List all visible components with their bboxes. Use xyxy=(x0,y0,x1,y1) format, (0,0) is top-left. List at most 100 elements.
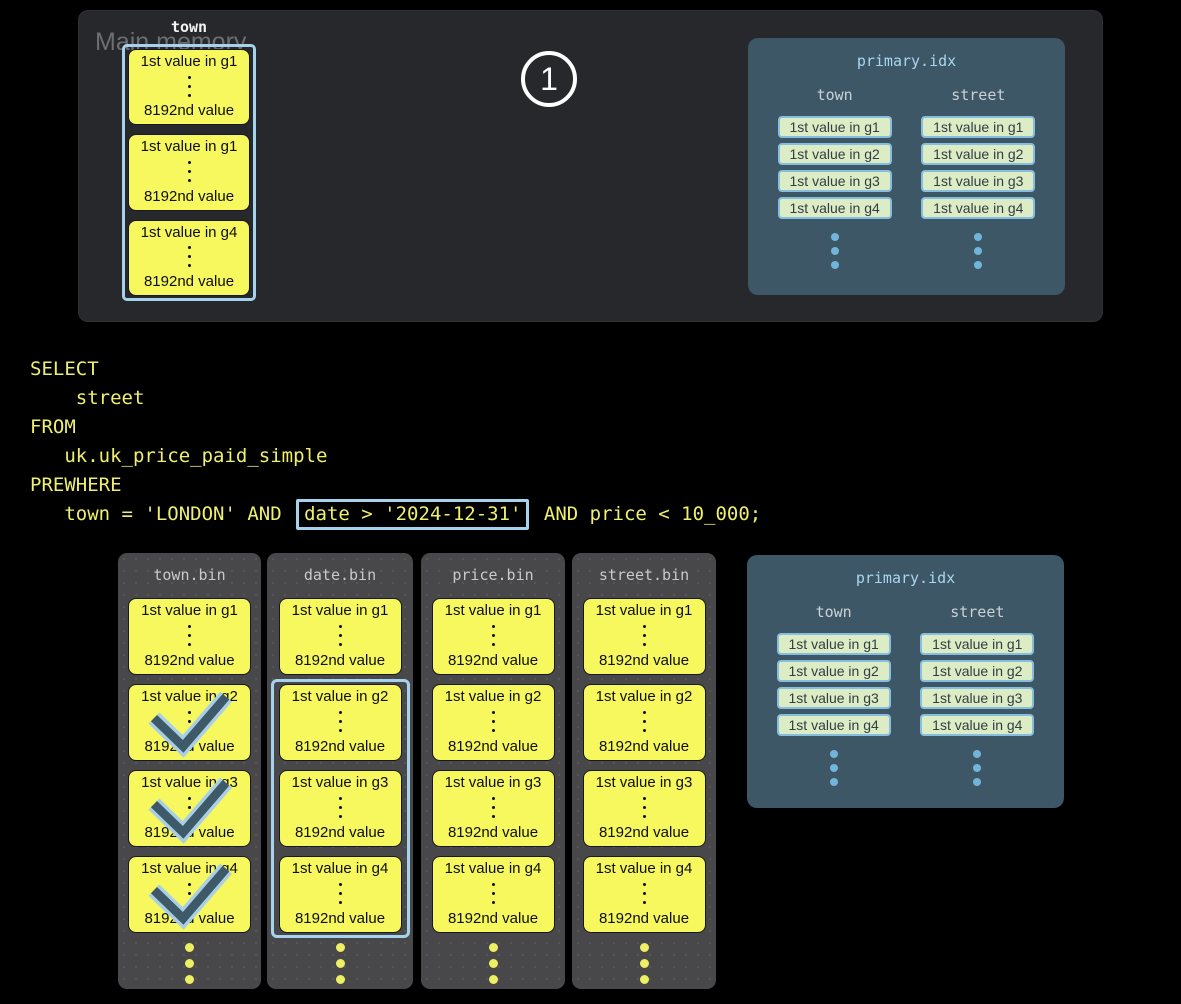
granule-last-value: 8192nd value xyxy=(294,824,386,841)
more-granules-dots xyxy=(185,943,194,984)
granule-blocks: 1st value in g1 8192nd value 1st value in … xyxy=(270,598,410,938)
granule-first-value: 1st value in g1 xyxy=(291,602,389,619)
vertical-ellipsis-icon xyxy=(491,625,495,646)
granule-last-value: 8192nd value xyxy=(598,738,690,755)
index-file-title: primary.idx xyxy=(855,569,956,587)
granule-last-value: 8192nd value xyxy=(144,910,235,927)
primary-index-panel-top: primary.idx town 1st value in g1 1st value … xyxy=(748,38,1065,295)
data-file-title: date.bin xyxy=(303,566,377,584)
granule-last-value: 8192nd value xyxy=(447,738,539,755)
granule-block: 1st value in g2 8192nd value xyxy=(278,684,402,761)
more-entries-dots xyxy=(973,750,982,786)
granule-block: 1st value in g3 8192nd value xyxy=(431,770,555,847)
index-mark-chip: 1st value in g2 xyxy=(921,143,1036,165)
granule-block: 1st value in g4 8192nd value xyxy=(278,856,402,933)
vertical-ellipsis-icon xyxy=(338,883,342,904)
more-entries-dots xyxy=(830,233,839,269)
more-granules-dots xyxy=(488,943,498,984)
index-mark-chip: 1st value in g1 xyxy=(777,116,892,138)
index-mark-chip: 1st value in g1 xyxy=(776,633,891,655)
granule-last-value: 8192nd value xyxy=(447,824,539,841)
granule-block: 1st value in g4 8192nd value xyxy=(582,856,706,933)
index-column-town: town 1st value in g1 1st value in g2 1st va… xyxy=(776,603,891,786)
granule-last-value: 8192nd value xyxy=(447,652,539,669)
highlighted-predicate: date > '2024-12-31' xyxy=(296,499,530,530)
step-badge: 1 xyxy=(521,51,577,107)
more-granules-dots xyxy=(639,943,649,984)
index-mark-chip: 1st value in g4 xyxy=(777,197,892,219)
index-column-label: street xyxy=(950,603,1005,621)
index-column-label: town xyxy=(815,603,852,621)
granule-block: 1st value in g1 8192nd value xyxy=(128,598,251,675)
granule-last-value: 8192nd value xyxy=(598,824,690,841)
sql-text: town = 'LONDON' AND xyxy=(30,503,294,525)
granule-first-value: 1st value in g4 xyxy=(444,860,542,877)
sql-line: PREWHERE xyxy=(30,474,122,496)
data-file-title: town.bin xyxy=(153,566,226,584)
granule-first-value: 1st value in g2 xyxy=(595,688,693,705)
index-file-title: primary.idx xyxy=(856,52,957,70)
granule-last-value: 8192nd value xyxy=(598,652,690,669)
index-mark-chip: 1st value in g4 xyxy=(921,197,1036,219)
vertical-ellipsis-icon xyxy=(338,711,342,732)
granule-blocks: 1st value in g1 8192nd value 1st value in … xyxy=(128,598,251,933)
memory-granule-block: 1st value in g1 8192nd value xyxy=(128,49,250,126)
data-file-title: street.bin xyxy=(598,566,690,584)
granule-blocks: 1st value in g1 8192nd value 1st value in … xyxy=(582,598,706,933)
granule-block: 1st value in g2 8192nd value xyxy=(582,684,706,761)
granule-first-value: 1st value in g1 xyxy=(595,602,693,619)
index-mark-chip: 1st value in g3 xyxy=(776,687,891,709)
granule-last-value: 8192nd value xyxy=(598,910,690,927)
granule-last-value: 8192nd value xyxy=(143,102,235,120)
granule-block: 1st value in g4 8192nd value xyxy=(431,856,555,933)
more-granules-dots xyxy=(335,943,345,984)
vertical-ellipsis-icon xyxy=(188,711,191,732)
granule-block: 1st value in g3 8192nd value xyxy=(582,770,706,847)
vertical-ellipsis-icon xyxy=(188,797,191,818)
index-mark-chip: 1st value in g1 xyxy=(921,116,1036,138)
granule-block: 1st value in g1 8192nd value xyxy=(431,598,555,675)
granule-first-value: 1st value in g4 xyxy=(595,860,693,877)
granule-first-value: 1st value in g2 xyxy=(141,688,238,705)
vertical-ellipsis-icon xyxy=(187,160,191,182)
vertical-ellipsis-icon xyxy=(188,883,191,904)
granule-first-value: 1st value in g2 xyxy=(291,688,389,705)
vertical-ellipsis-icon xyxy=(642,883,646,904)
granule-last-value: 8192nd value xyxy=(143,187,235,205)
granule-last-value: 8192nd value xyxy=(144,652,235,669)
granule-first-value: 1st value in g1 xyxy=(140,138,238,156)
granule-first-value: 1st value in g2 xyxy=(444,688,542,705)
granule-block: 1st value in g2 8192nd value xyxy=(431,684,555,761)
vertical-ellipsis-icon xyxy=(187,246,191,268)
data-file-panel-town-bin: town.bin 1st value in g1 8192nd value 1st v… xyxy=(118,553,261,989)
vertical-ellipsis-icon xyxy=(491,883,495,904)
index-column-label: street xyxy=(951,86,1006,104)
sql-line: uk.uk_price_paid_simple xyxy=(30,445,328,467)
granule-last-value: 8192nd value xyxy=(144,738,235,755)
granule-block: 1st value in g1 8192nd value xyxy=(278,598,402,675)
index-columns: town 1st value in g1 1st value in g2 1st va… xyxy=(748,86,1065,269)
vertical-ellipsis-icon xyxy=(187,75,191,97)
granule-first-value: 1st value in g3 xyxy=(141,774,238,791)
index-mark-chip: 1st value in g4 xyxy=(920,714,1035,736)
granule-block: 1st value in g1 8192nd value xyxy=(582,598,706,675)
granule-last-value: 8192nd value xyxy=(143,272,235,290)
more-entries-dots xyxy=(829,750,838,786)
granule-blocks: 1st value in g1 8192nd value 1st value in … xyxy=(431,598,555,933)
granule-block: 1st value in g4 8192nd value xyxy=(128,856,251,933)
index-column-street: street 1st value in g1 1st value in g2 1st … xyxy=(921,86,1036,269)
index-mark-chip: 1st value in g2 xyxy=(777,143,892,165)
step-number: 1 xyxy=(540,60,558,97)
vertical-ellipsis-icon xyxy=(491,797,495,818)
sql-text: AND price < 10_000; xyxy=(532,503,762,525)
index-columns: town 1st value in g1 1st value in g2 1st va… xyxy=(747,603,1064,786)
granule-block: 1st value in g3 8192nd value xyxy=(278,770,402,847)
vertical-ellipsis-icon xyxy=(338,797,342,818)
loaded-column-highlight-box: 1st value in g1 8192nd value 1st value in … xyxy=(122,44,256,301)
vertical-ellipsis-icon xyxy=(642,711,646,732)
sql-line: FROM xyxy=(30,416,76,438)
granule-last-value: 8192nd value xyxy=(294,910,386,927)
index-mark-chip: 1st value in g2 xyxy=(776,660,891,682)
memory-granule-block: 1st value in g1 8192nd value xyxy=(128,134,250,211)
